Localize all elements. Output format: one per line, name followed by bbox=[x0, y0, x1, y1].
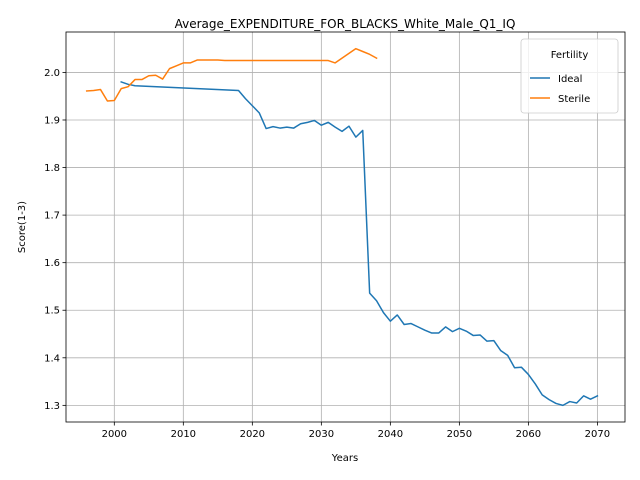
y-axis-title: Score(1-3) bbox=[17, 201, 28, 253]
legend: Fertility Ideal Sterile bbox=[520, 38, 619, 114]
x-tick-label: 2070 bbox=[585, 429, 610, 440]
y-tick-label: 1.6 bbox=[44, 258, 60, 269]
chart-title: Average_EXPENDITURE_FOR_BLACKS_White_Mal… bbox=[175, 17, 516, 31]
grid bbox=[66, 32, 625, 422]
y-tick-label: 2.0 bbox=[44, 68, 60, 79]
x-tick-label: 2060 bbox=[516, 429, 541, 440]
x-tick-label: 2050 bbox=[447, 429, 472, 440]
plot-area-frame bbox=[65, 31, 626, 423]
x-axis-ticks: 2000 2010 2020 2030 2040 2050 2060 2070 bbox=[102, 422, 610, 440]
y-tick-label: 1.4 bbox=[44, 353, 60, 364]
legend-label-ideal: Ideal bbox=[558, 74, 582, 85]
x-tick-label: 2030 bbox=[309, 429, 334, 440]
x-tick-label: 2000 bbox=[102, 429, 127, 440]
y-tick-label: 1.5 bbox=[44, 306, 60, 317]
series-line-sterile bbox=[85, 47, 378, 102]
x-tick-label: 2010 bbox=[171, 429, 196, 440]
legend-box bbox=[520, 38, 619, 114]
y-tick-label: 1.3 bbox=[44, 401, 60, 412]
legend-label-sterile: Sterile bbox=[558, 94, 590, 105]
y-axis-ticks: 1.3 1.4 1.5 1.6 1.7 1.8 1.9 2.0 bbox=[44, 68, 66, 412]
y-tick-label: 1.9 bbox=[44, 115, 60, 126]
series-lines bbox=[85, 47, 599, 407]
x-axis-title: Years bbox=[331, 453, 358, 464]
legend-title: Fertility bbox=[551, 50, 589, 61]
series-line-ideal bbox=[120, 80, 599, 407]
x-tick-label: 2020 bbox=[240, 429, 265, 440]
y-tick-label: 1.7 bbox=[44, 211, 60, 222]
y-tick-label: 1.8 bbox=[44, 163, 60, 174]
x-tick-label: 2040 bbox=[378, 429, 403, 440]
